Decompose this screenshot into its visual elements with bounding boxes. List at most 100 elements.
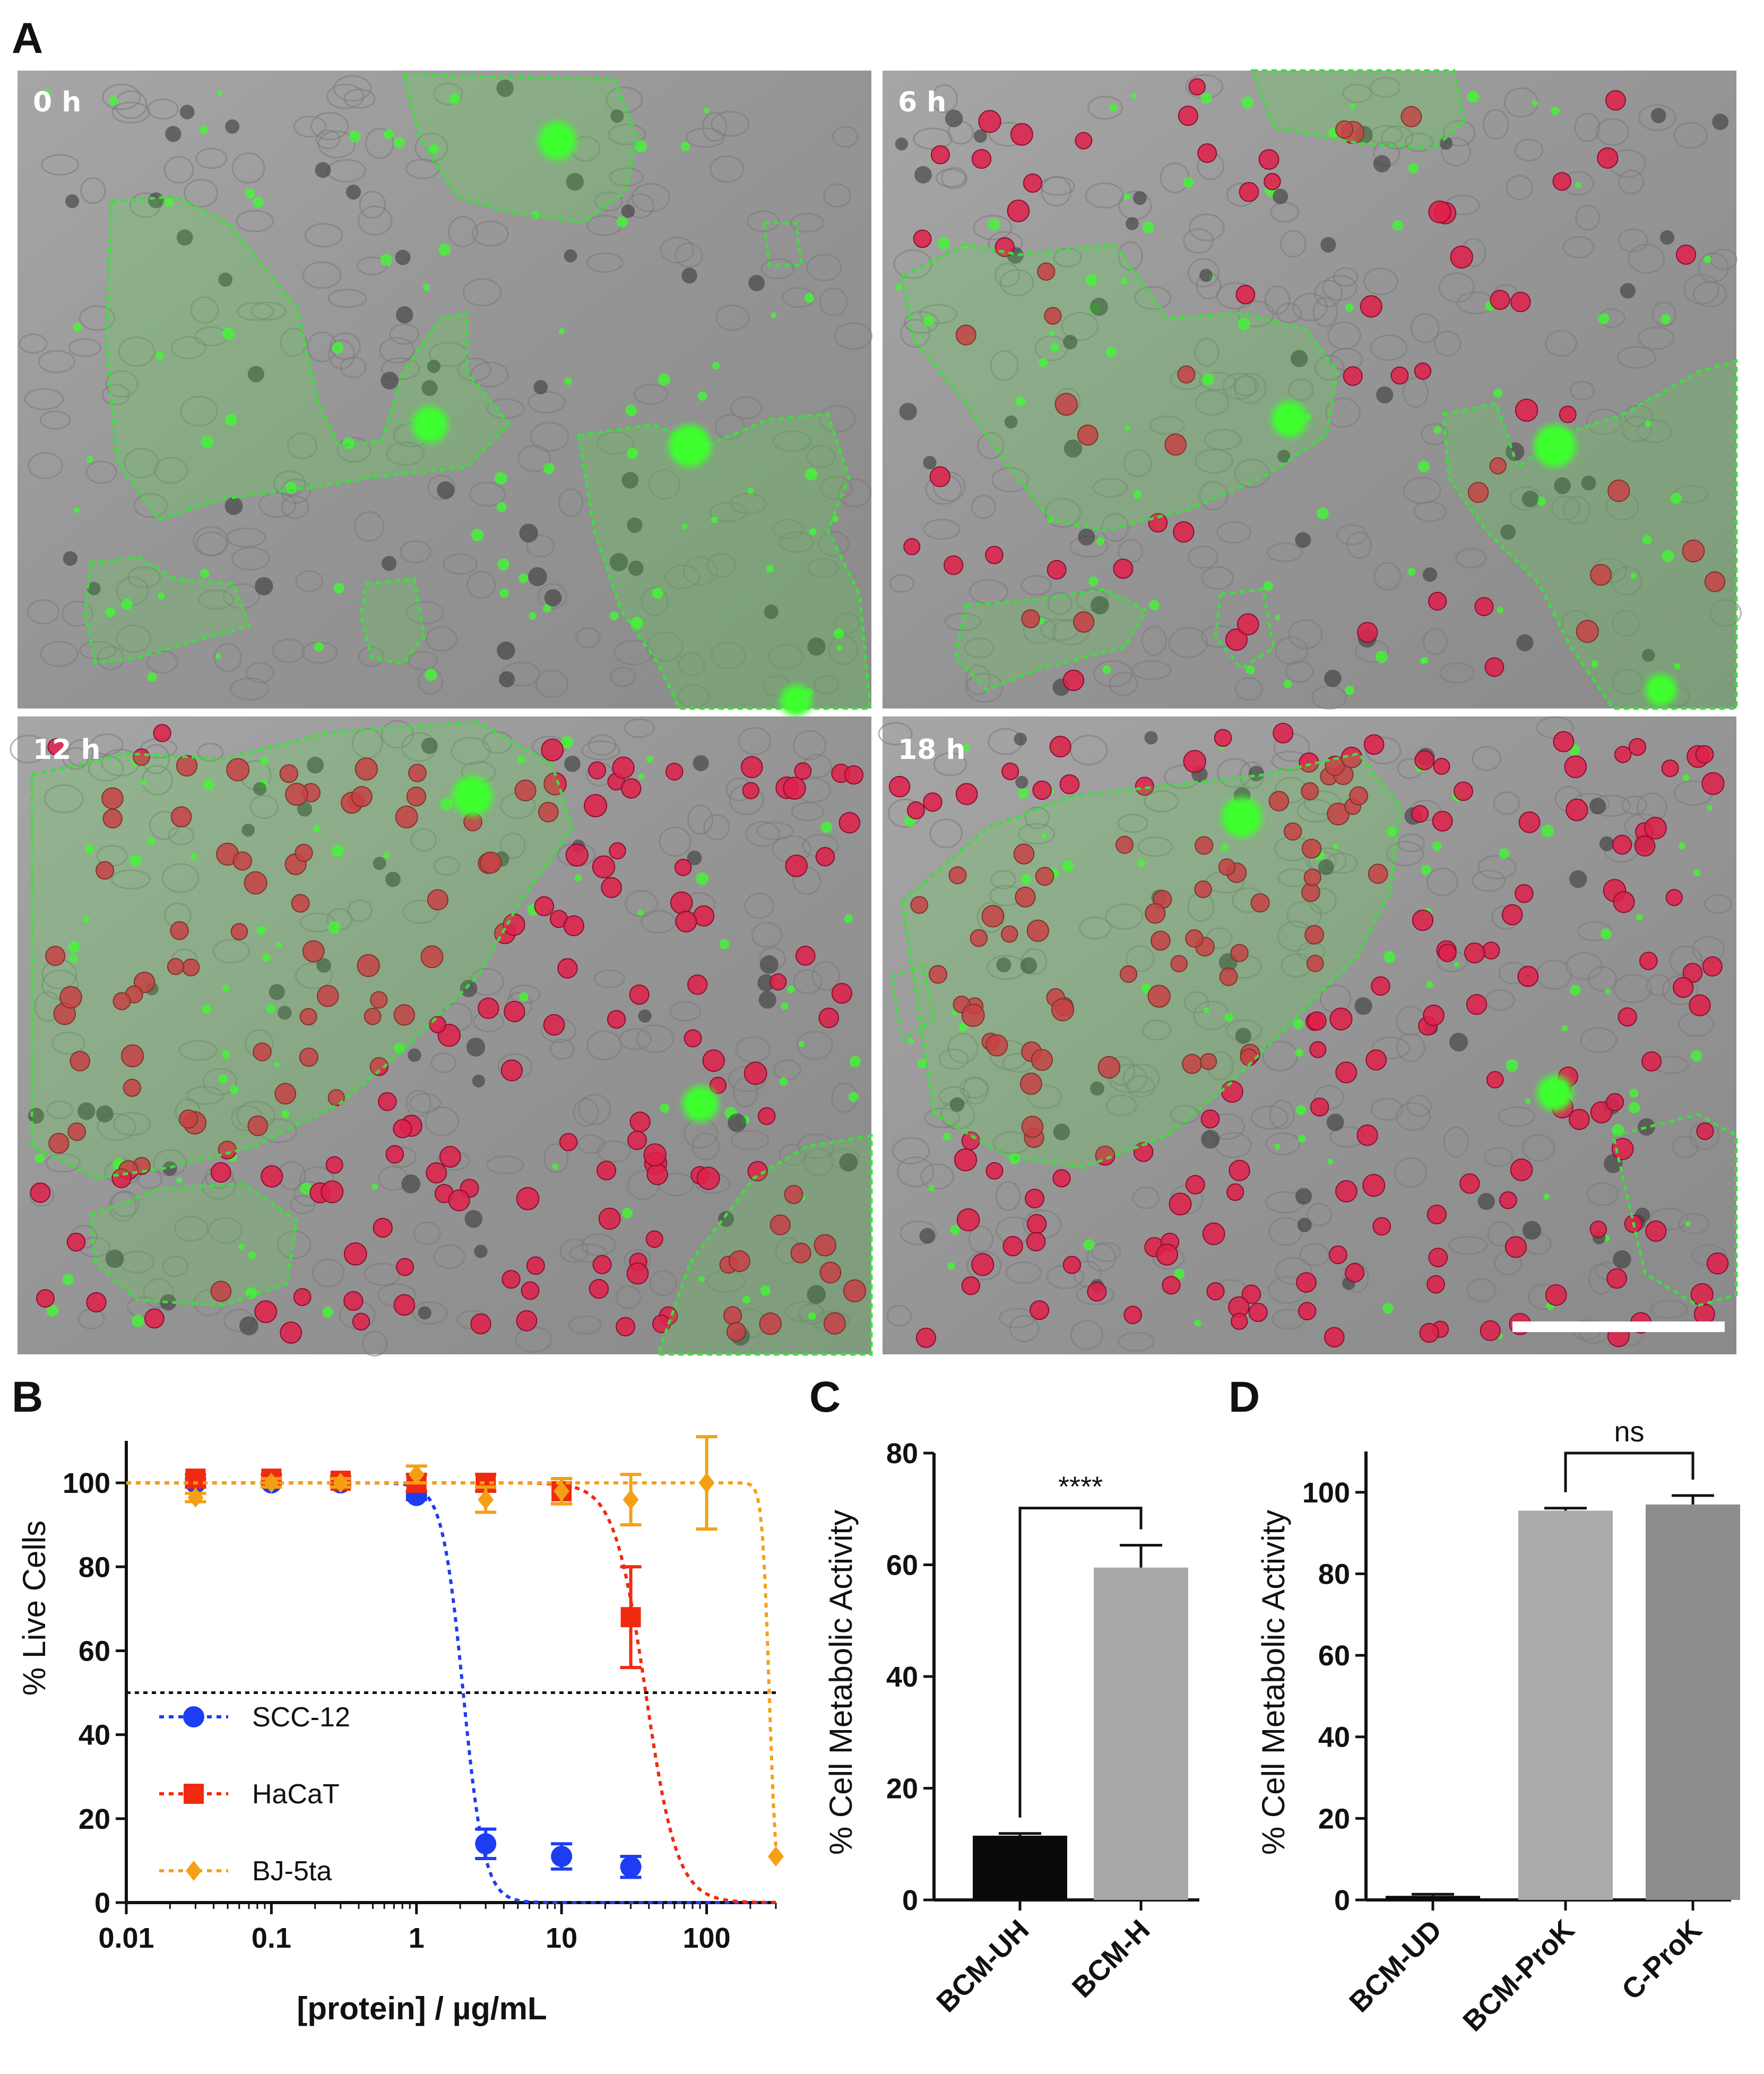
cell-outline [586, 252, 624, 273]
red-stained-cell [478, 997, 499, 1019]
green-fluorescent-spot [1645, 420, 1651, 427]
green-fluorescent-spot [1133, 490, 1142, 499]
cell-outline [1472, 869, 1506, 892]
dark-rounded-cell [162, 1161, 177, 1176]
green-fluorescent-spot [1685, 1221, 1691, 1226]
cell-outline [79, 305, 116, 331]
red-stained-cell [784, 1185, 803, 1204]
bar [1094, 1567, 1188, 1900]
red-stained-cell [665, 763, 684, 781]
red-stained-cell [1489, 457, 1507, 474]
green-fluorescent-spot [333, 583, 344, 594]
green-fluorescent-spot [1497, 607, 1504, 613]
cell-outline [606, 87, 643, 114]
cell-outline [791, 802, 825, 822]
red-stained-cell [448, 1189, 470, 1212]
red-stained-cell [1701, 772, 1725, 796]
bar [1646, 1504, 1740, 1900]
cell-outline [706, 552, 737, 578]
cell-outline [1646, 974, 1671, 997]
red-stained-cell [598, 1207, 621, 1230]
cell-outline [646, 631, 684, 662]
cell-outline [973, 214, 1013, 240]
dark-rounded-cell [1326, 1113, 1344, 1131]
cell-outline [190, 296, 219, 324]
red-stained-cell [646, 1163, 668, 1186]
red-stained-cell [1013, 843, 1035, 865]
green-fluorescent-spot [281, 1110, 290, 1118]
green-fluorescent-spot [332, 342, 344, 354]
red-stained-cell [687, 974, 708, 995]
cell-outline [999, 269, 1034, 297]
red-stained-cell [396, 1258, 414, 1276]
cell-outline [97, 645, 125, 670]
dark-rounded-cell [160, 1294, 177, 1311]
green-fluorescent-spot [1433, 426, 1442, 434]
x-tick-label: 100 [683, 1922, 731, 1954]
red-stained-cell [838, 811, 861, 834]
dark-rounded-cell [421, 380, 438, 396]
red-stained-cell [1590, 1101, 1613, 1124]
dark-rounded-cell [1320, 237, 1336, 253]
data-point [185, 1468, 206, 1489]
red-stained-cell [1328, 1245, 1347, 1265]
cell-outline [633, 384, 668, 405]
cell-outline [79, 641, 117, 660]
cell-outline [287, 432, 317, 460]
cell-cluster-outline [30, 720, 575, 1180]
red-stained-cell [1135, 776, 1154, 796]
cell-cluster-outline [656, 1134, 873, 1356]
x-tick-label: 0.1 [252, 1922, 291, 1954]
dark-rounded-cell [1053, 1124, 1070, 1140]
dark-rounded-cell [807, 1285, 826, 1304]
cell-outline [1551, 495, 1580, 521]
red-stained-cell [1239, 182, 1259, 202]
red-stained-cell [526, 1256, 545, 1275]
green-fluorescent-spot [1142, 221, 1154, 234]
cell-outline [1618, 228, 1648, 253]
cell-outline [161, 863, 200, 893]
cell-outline [1439, 662, 1475, 684]
cell-outline [526, 534, 555, 558]
green-fluorescent-spot [779, 1077, 788, 1086]
green-fluorescent-spot [760, 1285, 771, 1296]
red-stained-cell [1145, 903, 1166, 924]
red-stained-cell [170, 806, 192, 828]
cell-outline [44, 784, 84, 814]
green-fluorescent-spot [627, 447, 638, 460]
cell-outline [1482, 109, 1509, 140]
bright-fluorescent-cell [1645, 674, 1677, 706]
green-fluorescent-spot [132, 1315, 144, 1327]
green-fluorescent-spot [497, 558, 509, 571]
green-fluorescent-spot [518, 573, 529, 583]
dark-rounded-cell [748, 274, 765, 291]
cell-outline [568, 1315, 602, 1335]
red-stained-cell [819, 1261, 842, 1284]
red-stained-cell [1306, 955, 1324, 972]
red-stained-cell [120, 1044, 144, 1068]
dark-rounded-cell [269, 984, 285, 1000]
red-stained-cell [961, 1004, 985, 1027]
cell-outline [811, 961, 840, 991]
cell-cluster-outline [83, 556, 252, 665]
red-stained-cell [1001, 762, 1019, 781]
green-fluorescent-spot [1224, 1013, 1234, 1022]
cell-outline [1649, 1207, 1689, 1231]
cell-outline [62, 747, 89, 770]
green-fluorescent-spot [1426, 981, 1433, 989]
dark-rounded-cell [1569, 870, 1587, 888]
cell-outline [889, 574, 915, 593]
cell-outline [1381, 125, 1414, 150]
green-fluorescent-spot [833, 628, 844, 639]
red-stained-cell [1390, 366, 1409, 385]
red-stained-cell [1047, 560, 1067, 580]
red-stained-cell [1113, 558, 1134, 579]
bright-fluorescent-cell [1534, 425, 1576, 467]
cell-outline [779, 531, 815, 553]
red-stained-cell [929, 466, 950, 487]
cell-cluster-outline [1250, 69, 1466, 150]
red-stained-cell [702, 1049, 725, 1072]
dark-rounded-cell [807, 637, 826, 656]
red-stained-cell [500, 1059, 523, 1082]
